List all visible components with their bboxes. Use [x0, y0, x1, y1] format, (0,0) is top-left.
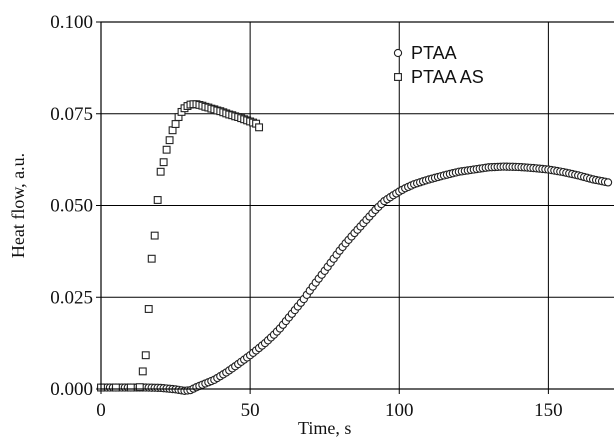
x-tick-label: 150 [534, 400, 563, 421]
ptaa-point [603, 178, 613, 187]
legend-label-ptaa-as: PTAA AS [411, 67, 484, 87]
ptaa-as-point [255, 123, 264, 132]
y-tick-label: 0.025 [50, 287, 93, 308]
ptaa-as-point [126, 383, 135, 392]
y-tick-label: 0.100 [50, 12, 93, 33]
ptaa-as-point [138, 367, 147, 376]
y-tick-label: 0.000 [50, 379, 93, 400]
ptaa-as-point [162, 145, 171, 154]
y-axis-label: Heat flow, a.u. [8, 153, 28, 258]
ptaa-as-point [135, 383, 144, 392]
y-tick-label: 0.075 [50, 104, 93, 125]
y-tick-label: 0.050 [50, 196, 93, 217]
ptaa-as-point [171, 120, 180, 128]
legend: PTAA PTAA AS [393, 43, 484, 87]
ptaa-as-point [111, 383, 120, 392]
legend-marker-ptaa [393, 48, 403, 58]
x-tick-label: 0 [96, 400, 106, 421]
x-tick-label: 50 [241, 400, 260, 421]
ptaa-as-point [150, 231, 159, 240]
ptaa-as-point [144, 305, 153, 313]
legend-marker-ptaa-as [394, 73, 402, 81]
x-axis-label: Time, s [298, 418, 351, 437]
axis-ticks: 0 50 100 150 0.000 0.025 0.050 0.075 0.100 [50, 12, 562, 421]
data-series [96, 100, 613, 395]
ptaa-as-point [159, 158, 168, 167]
legend-label-ptaa: PTAA [411, 43, 457, 63]
ptaa-as-point [156, 167, 165, 176]
ptaa-as-point [165, 136, 174, 145]
ptaa-as-point [141, 351, 150, 360]
series-ptaa-as [97, 100, 264, 392]
ptaa-as-point [147, 254, 156, 263]
grid-lines [101, 22, 614, 389]
x-tick-label: 100 [385, 400, 414, 421]
series-ptaa [96, 162, 613, 395]
ptaa-as-point [153, 196, 162, 204]
